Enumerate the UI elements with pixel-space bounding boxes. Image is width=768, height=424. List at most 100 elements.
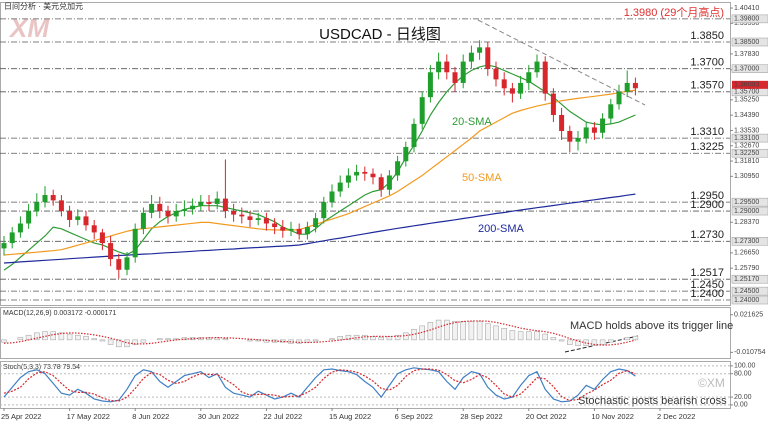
- macd-bar: [575, 339, 581, 346]
- candle-body: [591, 127, 597, 133]
- candle-body: [313, 218, 319, 228]
- level-label: 1.2950: [690, 190, 724, 202]
- stoch-title: Stoch(5,3,3) 73.78 79.54: [3, 364, 80, 371]
- macd-bar: [247, 339, 253, 342]
- candle-body: [272, 223, 278, 228]
- macd-bar: [157, 338, 163, 341]
- candle-body: [222, 198, 228, 212]
- series-label: 20-SMA: [452, 116, 492, 128]
- candle-body: [58, 200, 64, 212]
- level-label: 1.3310: [690, 126, 724, 138]
- candle-body: [624, 82, 630, 92]
- price-marker: [732, 80, 768, 89]
- candle-body: [255, 218, 261, 220]
- series-line: [3, 367, 636, 403]
- macd-bar: [583, 339, 589, 346]
- candle-body: [304, 227, 310, 235]
- macd-bar: [452, 320, 458, 341]
- candle-body: [477, 47, 483, 53]
- candle-body: [157, 203, 163, 212]
- candle-body: [362, 171, 368, 174]
- candle-body: [91, 225, 97, 233]
- macd-bar: [444, 319, 450, 341]
- macd-bar: [83, 336, 89, 341]
- macd-frame: [0, 307, 731, 359]
- macd-bar: [337, 336, 343, 341]
- macd-bar: [591, 339, 598, 346]
- level-axis-label: 1.39800: [734, 16, 759, 23]
- candle-body: [288, 228, 294, 231]
- y-tick-label: 1.34390: [734, 112, 759, 119]
- macd-bar: [509, 330, 516, 341]
- macd-bar: [624, 337, 630, 341]
- macd-bar: [370, 336, 376, 341]
- macd-bar: [468, 320, 475, 341]
- candle-body: [485, 47, 491, 69]
- y-tick-label: -0.010754: [734, 349, 766, 356]
- level-axis-box: [731, 206, 768, 216]
- level-axis-label: 1.35700: [734, 89, 759, 96]
- level-label: 1.2400: [690, 288, 724, 300]
- x-tick-label: 22 Jul 2022: [263, 412, 302, 421]
- y-tick-label: 1.37830: [734, 51, 759, 58]
- candle-body: [386, 175, 392, 190]
- header-caption: 日间分析 · 美元兑加元: [4, 1, 83, 11]
- candle-body: [190, 205, 196, 210]
- macd-bar: [403, 332, 409, 341]
- level-axis-label: 1.24500: [734, 288, 759, 295]
- level-axis-box: [731, 14, 768, 24]
- candle-body: [247, 216, 253, 220]
- macd-bar: [1, 339, 7, 343]
- macd-bar: [66, 333, 73, 341]
- level-axis-box: [731, 64, 768, 73]
- macd-bar: [476, 320, 483, 341]
- macd-bar: [329, 338, 335, 341]
- macd-bar: [165, 338, 171, 341]
- candle-body: [1, 243, 7, 249]
- candle-body: [296, 228, 302, 235]
- macd-bar: [632, 335, 639, 341]
- level-axis-box: [731, 148, 768, 158]
- candle-body: [583, 127, 589, 139]
- level-axis-box: [731, 274, 768, 284]
- x-tick-label: 28 Sep 2022: [460, 412, 503, 421]
- y-tick-label: 80.00: [734, 371, 752, 378]
- candle-body: [501, 79, 507, 89]
- macd-bar: [132, 339, 138, 345]
- y-tick-label: 1.40410: [734, 5, 759, 12]
- candle-body: [518, 82, 524, 94]
- candle-body: [526, 72, 532, 83]
- candle-body: [395, 161, 401, 176]
- y-tick-label: 20.00: [734, 394, 752, 401]
- candle-body: [403, 146, 409, 162]
- level-label: 1.2900: [690, 199, 724, 211]
- y-tick-label: 1.26650: [734, 250, 759, 257]
- macd-bar: [214, 337, 220, 341]
- macd-bar: [558, 339, 565, 342]
- macd-title: MACD(12,26,9) 0.003172 -0.000171: [3, 310, 116, 317]
- macd-bar: [17, 337, 24, 341]
- y-tick-label: 1.30950: [734, 173, 759, 180]
- macd-bar: [116, 339, 122, 348]
- candle-body: [67, 211, 73, 220]
- candle-body: [468, 52, 474, 62]
- y-tick-label: 0.021625: [734, 312, 763, 319]
- candle-body: [600, 118, 606, 133]
- candle-body: [280, 227, 286, 231]
- candle-body: [132, 228, 138, 258]
- y-tick-label: 100.00: [734, 363, 756, 370]
- series-line: [3, 320, 636, 346]
- x-tick-label: 17 May 2022: [67, 412, 110, 421]
- candle-body: [321, 202, 327, 219]
- candle-body: [411, 123, 417, 147]
- level-axis-label: 1.33100: [734, 135, 759, 142]
- macd-bar: [34, 332, 40, 341]
- level-axis-box: [731, 197, 768, 207]
- candle-body: [26, 211, 32, 224]
- macd-bar: [58, 332, 65, 341]
- macd-bar: [378, 337, 384, 341]
- candle-body: [9, 232, 15, 244]
- macd-bar: [542, 333, 548, 341]
- candle-body: [632, 82, 638, 89]
